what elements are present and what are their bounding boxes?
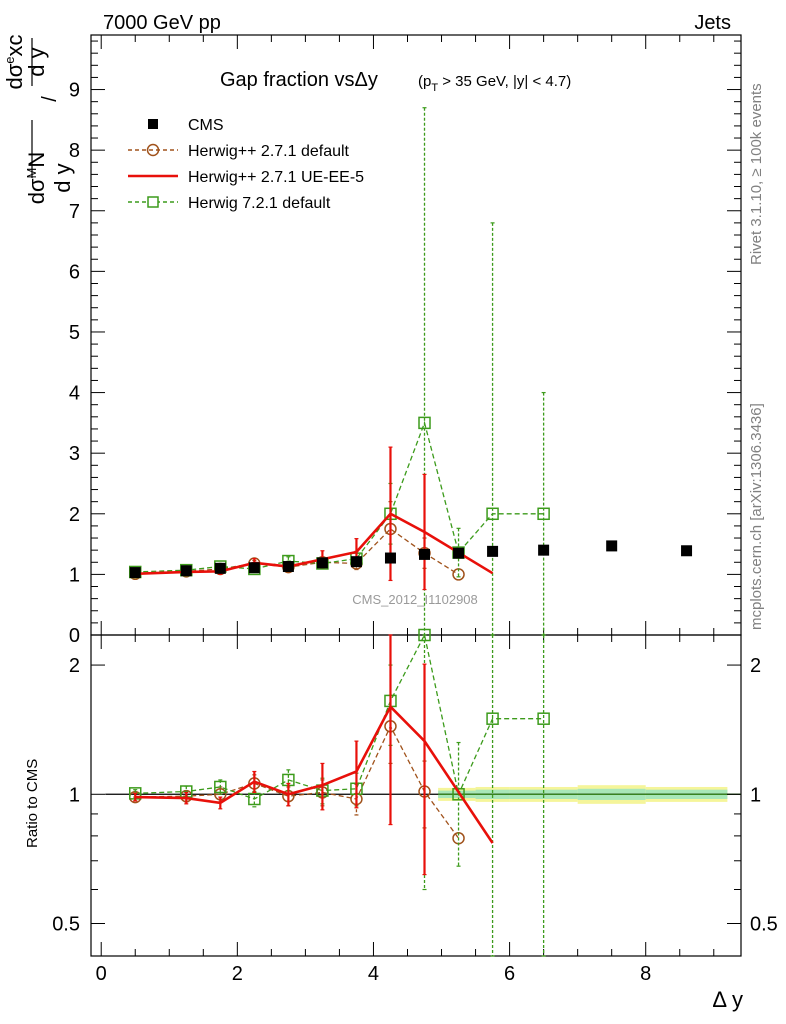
cms-point — [538, 544, 550, 556]
h7-default-point — [486, 507, 499, 521]
x-axis-label: Δ y — [712, 987, 743, 1012]
ratio-tick-label: 0.5 — [52, 913, 80, 935]
ratio-h7-default-point — [214, 780, 227, 794]
x-tick-label: 4 — [368, 963, 379, 985]
analysis-tag: CMS_2012_I1102908 — [352, 592, 478, 607]
cms-point — [180, 565, 192, 577]
mcplots-label: mcplots.cern.ch [arXiv:1306.3436] — [748, 403, 765, 630]
main-series — [128, 107, 693, 636]
cms-point — [384, 552, 396, 564]
y-tick-label: 6 — [69, 261, 80, 283]
ratio-h7-default-point — [537, 712, 550, 725]
y-tick-label: 7 — [69, 201, 80, 223]
x-tick-label: 6 — [504, 963, 515, 985]
x-tick-label: 8 — [640, 963, 651, 985]
title-main: Gap fraction vsΔy — [220, 69, 378, 91]
y-tick-label: 9 — [69, 80, 80, 102]
ratio-h7-default-point — [486, 712, 499, 725]
cms-point — [214, 562, 226, 574]
x-tick-label: 0 — [96, 963, 107, 985]
cms-point — [487, 545, 499, 557]
ratio-tick-label: 1 — [750, 784, 761, 806]
hpp-ueee5-line — [135, 512, 494, 576]
y-tick-label: 4 — [69, 383, 80, 405]
svg-text:dσexc: dσexc — [2, 34, 27, 89]
chart-title: Gap fraction vsΔy (pT > 35 GeV, |y| < 4.… — [220, 69, 571, 94]
cms-point — [248, 562, 260, 574]
cms-point — [453, 547, 465, 559]
legend-cms-marker — [148, 119, 158, 129]
ratio-tick-label: 2 — [750, 655, 761, 677]
y-tick-label: 5 — [69, 322, 80, 344]
legend-hpp-ueee5-label: Herwig++ 2.7.1 UE-EE-5 — [188, 169, 364, 186]
ratio-tick-label: 0.5 — [750, 913, 778, 935]
y-tick-label: 8 — [69, 140, 80, 162]
cms-point — [681, 545, 693, 557]
h7-default-point — [537, 507, 550, 521]
cms-point — [606, 540, 618, 552]
main-y-axis-label: dσMN d y / dσexc d y — [2, 34, 75, 204]
svg-text:dσMN: dσMN — [24, 152, 49, 205]
title-cuts: (pT > 35 GeV, |y| < 4.7) — [418, 73, 571, 94]
cms-point — [316, 557, 328, 569]
svg-text:d y: d y — [24, 47, 49, 76]
cms-point — [129, 567, 141, 579]
hpp-default-line — [135, 528, 459, 575]
ratio-h7-default-point — [418, 628, 431, 642]
y-tick-label: 0 — [69, 625, 80, 647]
ratio-panel-frame — [90, 634, 742, 957]
legend: CMS Herwig++ 2.7.1 default Herwig++ 2.7.… — [128, 117, 364, 212]
ratio-series — [128, 628, 550, 957]
svg-text:d y: d y — [50, 163, 75, 192]
axis-ticks: 0 2 4 6 8 0 1 2 3 4 5 6 7 8 9 0.5 0.5 1 1 2 2 — [52, 35, 778, 985]
x-tick-label: 2 — [232, 963, 243, 985]
ratio-h7-default-point — [248, 792, 261, 806]
ratio-y-axis-label: Ratio to CMS — [24, 759, 41, 848]
process-label: Jets — [694, 12, 731, 34]
svg-text:/: / — [39, 96, 61, 102]
legend-h7-default-marker — [147, 196, 159, 208]
rivet-label: Rivet 3.1.10, ≥ 100k events — [748, 83, 765, 265]
cms-point — [419, 548, 431, 560]
ratio-h7-default-line — [135, 633, 544, 800]
legend-hpp-default-marker — [146, 143, 160, 157]
ratio-tick-label: 1 — [69, 784, 80, 806]
cms-point — [350, 556, 362, 568]
cms-point — [282, 561, 294, 573]
y-tick-label: 1 — [69, 564, 80, 586]
energy-label: 7000 GeV pp — [103, 12, 221, 34]
legend-hpp-default-label: Herwig++ 2.7.1 default — [188, 143, 350, 160]
h7-default-point — [418, 416, 431, 430]
legend-h7-default-label: Herwig 7.2.1 default — [188, 195, 331, 212]
ratio-tick-label: 2 — [69, 655, 80, 677]
h7-default-line — [135, 420, 544, 573]
legend-cms-label: CMS — [188, 117, 224, 134]
ratio-hpp-ueee5-line — [135, 704, 494, 844]
y-tick-label: 3 — [69, 443, 80, 465]
y-tick-label: 2 — [69, 504, 80, 526]
ratio-hpp-default-line — [135, 724, 460, 839]
ratio-h7-default-point — [452, 788, 465, 801]
